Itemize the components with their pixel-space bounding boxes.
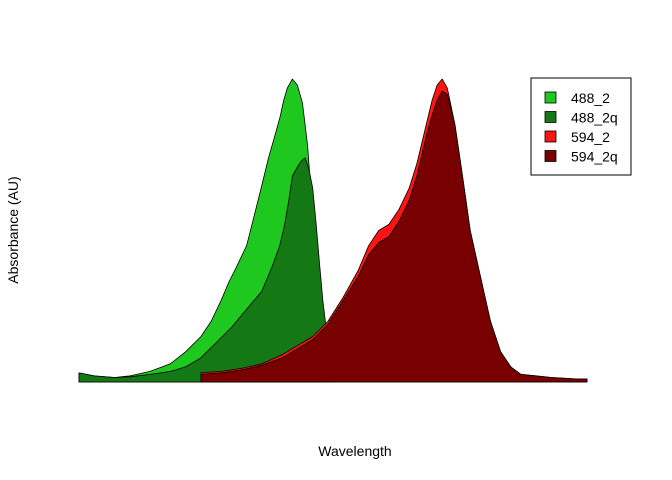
legend-label-594-2: 594_2 <box>571 129 610 145</box>
legend-swatch-594-2q <box>544 150 557 162</box>
legend-swatch-488-2q <box>544 111 557 123</box>
legend-swatch-488-2 <box>544 91 557 104</box>
legend-swatch-594-2 <box>544 130 557 143</box>
legend-label-594-2q: 594_2q <box>571 149 618 165</box>
legend: 488_2 488_2q 594_2 594_2q <box>530 77 632 176</box>
series-areas <box>78 78 588 383</box>
series-area-488-2q <box>78 157 334 383</box>
legend-label-488-2: 488_2 <box>571 90 610 106</box>
x-axis-label: Wavelength <box>318 443 391 459</box>
series-area-594-2q <box>200 90 588 383</box>
legend-label-488-2q: 488_2q <box>571 110 618 126</box>
y-axis-label: Absorbance (AU) <box>5 176 21 283</box>
